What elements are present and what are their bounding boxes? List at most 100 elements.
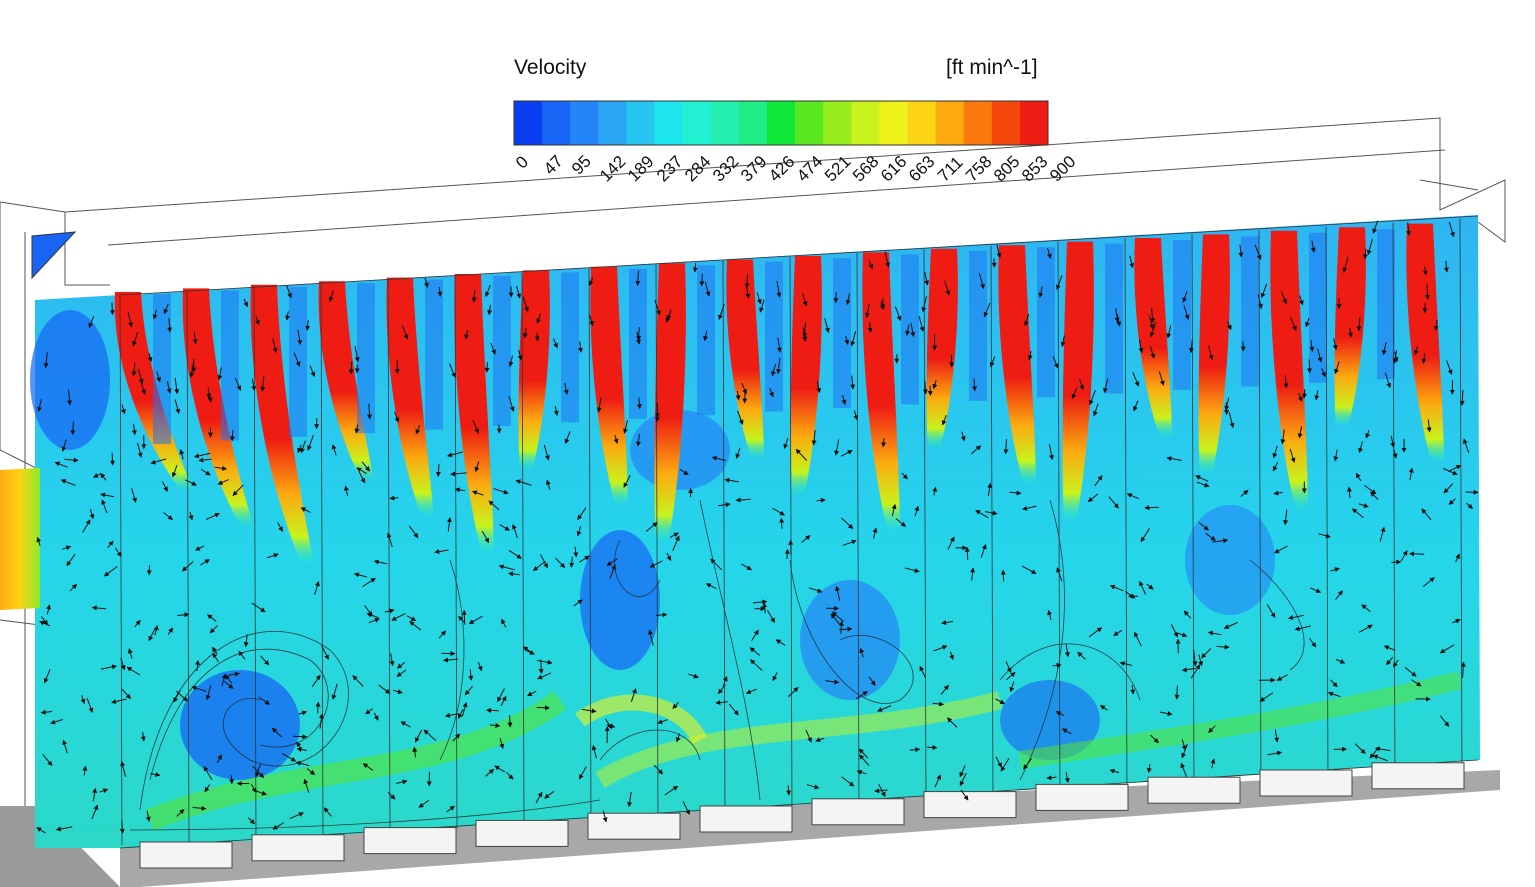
- vector-arrow: [894, 306, 902, 322]
- vector-arrow: [1463, 438, 1470, 454]
- vector-arrow: [576, 526, 582, 537]
- vector-arrow: [1309, 638, 1317, 648]
- vector-arrow: [522, 296, 529, 313]
- low-velocity-gap: [901, 254, 919, 405]
- vector-arrow: [1158, 371, 1165, 386]
- vector-arrow: [824, 318, 830, 334]
- vector-arrow: [672, 702, 679, 709]
- bottom-edge: [119, 759, 1479, 849]
- vector-arrow: [255, 315, 260, 326]
- vector-arrow: [1228, 412, 1235, 429]
- support-foot: [1147, 776, 1241, 804]
- vector-arrow: [786, 785, 792, 796]
- vector-arrow: [841, 776, 855, 787]
- vector-arrow: [1439, 644, 1455, 654]
- vector-arrow: [1005, 661, 1012, 673]
- vector-arrow: [987, 482, 993, 497]
- support-foot: [1371, 762, 1465, 790]
- vector-arrow: [506, 772, 514, 780]
- vector-arrow: [364, 605, 373, 617]
- vector-arrow: [1113, 629, 1123, 636]
- vector-arrow: [874, 788, 888, 794]
- vector-arrow: [271, 727, 282, 738]
- vector-arrow: [1260, 283, 1268, 299]
- vector-arrow: [356, 467, 367, 475]
- vector-arrow: [919, 665, 926, 679]
- vector-arrow: [623, 474, 631, 488]
- vector-arrow: [1130, 685, 1136, 695]
- vector-arrow: [835, 585, 841, 601]
- vector-arrow: [232, 484, 244, 496]
- vector-arrow: [536, 705, 550, 711]
- vector-arrow: [1183, 304, 1190, 321]
- vector-arrow: [1460, 661, 1466, 678]
- vector-arrow: [1276, 674, 1288, 681]
- panel-line: [253, 287, 257, 839]
- vector-arrow: [959, 772, 967, 787]
- vector-arrow: [127, 311, 133, 328]
- vector-arrow: [834, 439, 840, 456]
- vector-arrow: [1409, 551, 1425, 557]
- vector-arrow: [838, 620, 844, 634]
- vector-arrow: [1354, 743, 1366, 754]
- vector-arrow: [1146, 583, 1154, 590]
- vector-arrow: [485, 768, 495, 777]
- vector-arrow: [924, 272, 930, 286]
- panel-grid: [119, 215, 1479, 849]
- vector-arrow: [92, 473, 102, 478]
- vector-arrow: [1333, 449, 1339, 462]
- air-jet: [862, 252, 900, 533]
- vector-arrow: [464, 330, 470, 340]
- vector-arrow: [1297, 426, 1303, 439]
- vector-arrow: [1129, 255, 1135, 269]
- vector-arrow: [1335, 590, 1343, 600]
- vector-arrow: [839, 626, 853, 632]
- vector-arrow: [171, 464, 178, 478]
- panel-line: [521, 272, 525, 825]
- vector-arrow: [1365, 430, 1371, 439]
- vector-arrow: [255, 764, 261, 778]
- vector-arrow: [147, 353, 153, 363]
- vector-arrow: [1332, 338, 1338, 351]
- vector-arrow: [1238, 244, 1244, 258]
- vector-arrow: [636, 327, 642, 341]
- vector-arrow: [868, 676, 876, 686]
- vector-arrow: [1149, 345, 1156, 359]
- vector-arrow: [477, 662, 483, 672]
- vector-arrow: [664, 785, 679, 796]
- vector-arrow: [423, 277, 429, 288]
- top-edge: [119, 215, 1479, 296]
- vector-arrow: [406, 615, 417, 622]
- vector-arrow: [1188, 339, 1194, 354]
- vector-arrow: [666, 552, 672, 562]
- vector-arrow: [91, 605, 107, 611]
- vector-arrow: [266, 553, 279, 559]
- vector-arrow: [844, 336, 850, 345]
- panel-line: [856, 253, 860, 808]
- air-jet: [1334, 227, 1366, 428]
- vector-arrow: [705, 583, 717, 590]
- vector-arrow: [127, 648, 133, 659]
- colorbar-segment: [795, 101, 824, 145]
- vector-arrow: [1009, 681, 1015, 693]
- vector-arrow: [995, 756, 1002, 768]
- vector-arrow: [331, 683, 338, 700]
- vector-arrow: [1052, 356, 1059, 369]
- vector-arrow: [675, 733, 681, 743]
- vector-arrow: [131, 423, 137, 436]
- vector-arrow: [212, 652, 219, 663]
- vector-arrow: [775, 639, 786, 646]
- vector-arrow: [1318, 533, 1331, 539]
- vector-arrow: [150, 458, 167, 465]
- vector-arrow: [489, 723, 501, 728]
- vector-arrow: [1309, 587, 1322, 593]
- legend-title: Velocity: [514, 56, 587, 79]
- vector-arrow: [174, 399, 181, 415]
- support-foot: [1035, 783, 1129, 811]
- vector-arrow: [891, 503, 897, 517]
- vector-arrow: [564, 431, 571, 445]
- vector-arrow: [1370, 491, 1379, 500]
- vector-arrow: [921, 296, 927, 313]
- vector-arrow: [464, 685, 473, 696]
- vector-arrow: [918, 315, 925, 333]
